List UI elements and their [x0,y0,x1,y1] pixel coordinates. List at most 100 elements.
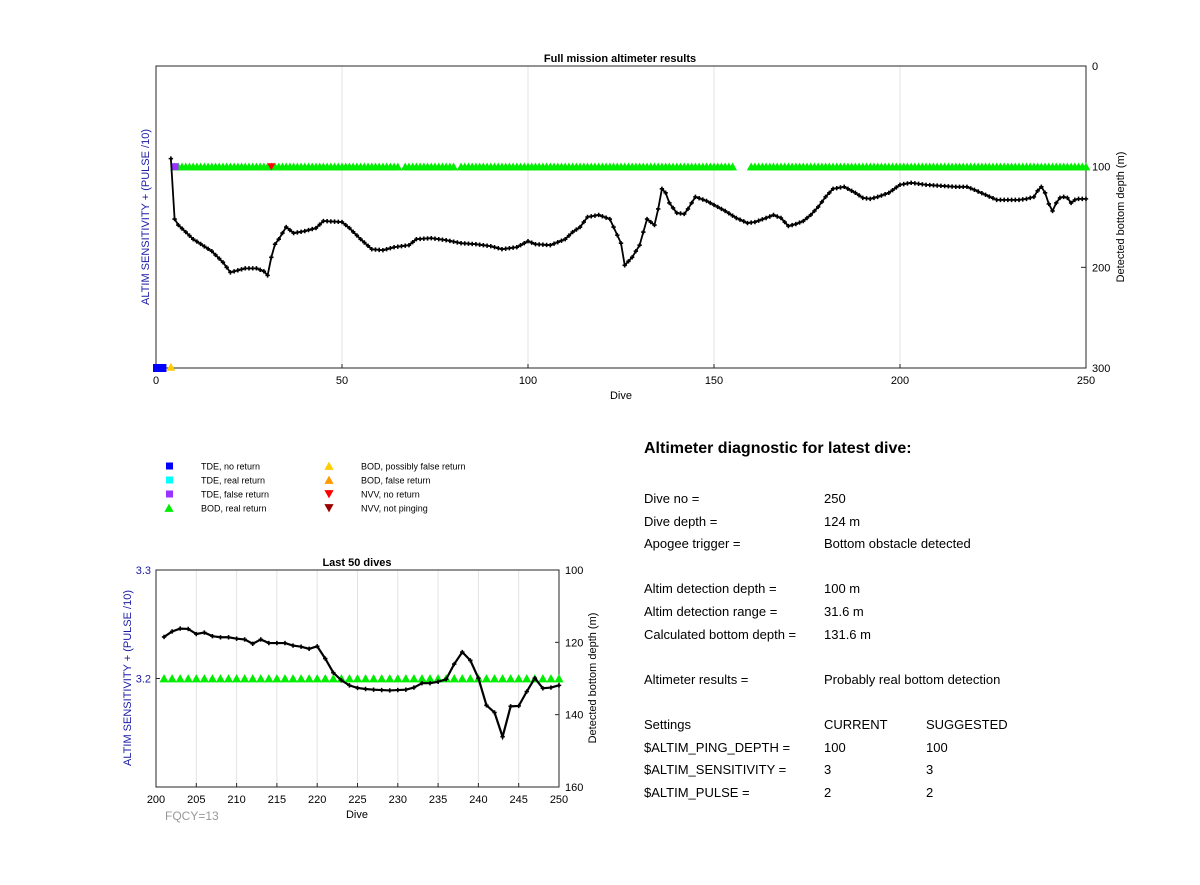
bottom-x-tick-label: 245 [510,794,528,806]
top-depth-point [949,184,955,189]
bottom-depth-point [363,686,368,692]
bottom-bod-real-return-marker [497,674,508,683]
bottom-depth-point [202,630,207,635]
top-depth-point [514,245,520,250]
top-depth-point [674,210,679,216]
bottom-x-axis-label: Dive [346,809,368,821]
top-bod-real-return-marker [393,162,403,171]
top-depth-point [581,219,586,225]
settings-header-row: Settings CURRENT SUGGESTED [644,717,1164,740]
bottom-x-tick-label: 215 [268,794,286,806]
top-depth-point [979,190,985,196]
bottom-depth-point [419,681,425,686]
top-depth-point [897,182,903,187]
top-depth-point [388,246,393,251]
top-depth-point [797,220,802,225]
setting-row: $ALTIM_PULSE = 2 2 [644,785,1164,808]
bottom-depth-point [194,631,199,637]
top-depth-point [760,217,765,222]
top-depth-point [220,260,226,265]
dive-no-row: Dive no = 250 [644,491,1164,514]
top-depth-point [864,196,869,201]
top-depth-point [842,184,847,189]
legend-item: TDE, real return [166,476,265,486]
suggested-header: SUGGESTED [926,716,1008,732]
bottom-marker-layer [159,674,564,683]
top-depth-point [443,237,449,243]
bottom-x-tick-label: 210 [227,794,245,806]
bottom-y-left-tick-label: 3.3 [136,565,151,577]
results-row: Altimeter results = Probably real bottom… [644,672,1164,695]
bottom-bod-real-return-marker [296,674,306,683]
bottom-depth-point [298,644,304,649]
top-depth-point [243,266,248,271]
top-depth-point [436,236,441,242]
top-depth-point [499,247,505,252]
top-depth-point [470,241,475,247]
top-depth-point [801,218,806,224]
top-depth-point [377,247,382,253]
bottom-bod-real-return-marker [546,674,556,683]
bottom-depth-point [500,734,505,739]
top-depth-point [641,229,646,235]
top-left-axis-label: ALTIM SENSITIVITY + (PULSE /10) [140,129,152,305]
top-depth-point [239,267,244,272]
bottom-bod-real-return-marker [425,674,435,683]
legend-label: NVV, no return [361,490,420,500]
top-depth-point [477,242,482,247]
top-depth-point [365,243,371,249]
top-depth-point [440,237,445,242]
top-depth-point [1050,208,1055,214]
top-depth-point [719,206,724,212]
bottom-bod-real-return-marker [207,674,218,683]
top-y-tick-label: 300 [1092,363,1110,375]
top-depth-point [384,247,389,252]
bottom-bod-real-return-marker [514,674,524,683]
bottom-bod-real-return-marker [288,674,298,683]
bottom-depth-point [218,635,223,640]
legend-item: NVV, no return [324,490,420,500]
top-depth-point [343,222,348,228]
top-depth-point [663,190,668,196]
top-depth-point [328,219,334,224]
top-depth-point [882,191,888,197]
top-depth-point [1031,194,1037,200]
top-chart: Full mission altimeter results 0 50 100 150… [140,53,1127,402]
top-depth-point [466,241,471,246]
top-depth-point [551,241,557,246]
top-depth-point [853,190,858,196]
top-x-tick-label: 0 [153,375,159,387]
top-depth-point [715,204,720,210]
apogee-row: Apogee trigger = Bottom obstacle detecte… [644,536,1164,559]
top-depth-point [812,208,817,214]
top-tde-no-return-marker [160,364,167,372]
legend-triangle-up-marker [324,461,334,470]
top-depth-point [871,195,877,201]
bottom-bod-real-return-marker [264,674,274,683]
top-depth-point [782,219,787,225]
top-y-tick-label: 200 [1092,262,1110,274]
top-depth-point [696,196,702,201]
top-depth-point [763,215,769,221]
top-depth-point [916,181,921,186]
top-depth-point [447,238,453,244]
top-depth-point [730,213,735,218]
bottom-bod-real-return-marker [223,674,234,683]
top-depth-point [741,219,746,224]
top-depth-point [1046,201,1051,207]
top-depth-point [496,246,501,251]
detection-range-row: Altim detection range = 31.6 m [644,604,1164,627]
calculated-depth-value: 131.6 m [824,626,871,642]
bottom-bod-real-return-marker [522,674,532,683]
dive-no-label: Dive no = [644,491,700,506]
bottom-depth-point [226,635,231,640]
bottom-depth-point [234,636,239,641]
top-depth-point [830,186,836,192]
top-depth-point [518,242,523,248]
bottom-bod-real-return-marker [554,674,564,683]
bottom-bod-real-return-marker [409,674,419,683]
top-depth-point [700,197,706,202]
top-depth-point [574,227,579,232]
bottom-depth-point [508,704,513,709]
